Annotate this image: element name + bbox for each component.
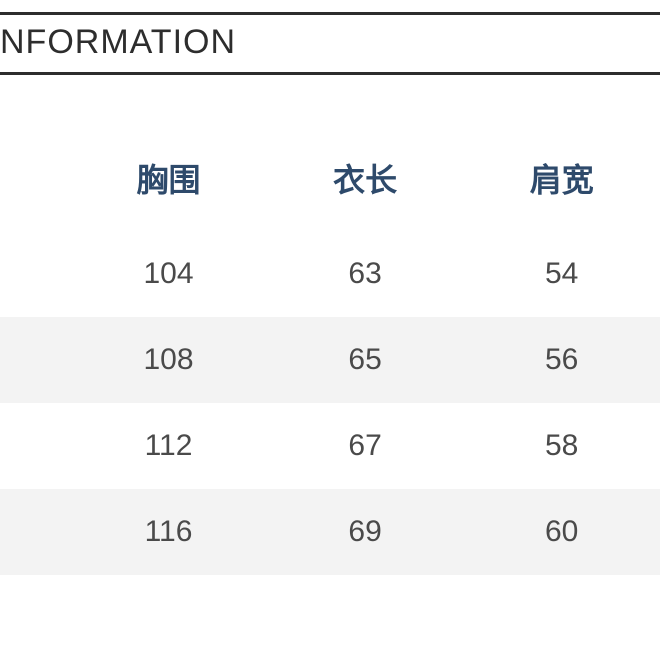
table-cell: 67 [267, 403, 464, 489]
table-cell: 63 [267, 231, 464, 317]
table-header-chest: 胸围 [70, 135, 267, 231]
table-cell: 65 [267, 317, 464, 403]
table-cell-spacer [0, 231, 70, 317]
table-cell: 69 [267, 489, 464, 575]
table-header-row: 胸围 衣长 肩宽 [0, 135, 660, 231]
table-header-shoulder: 肩宽 [463, 135, 660, 231]
header-section: NFORMATION [0, 0, 660, 75]
table-cell-spacer [0, 317, 70, 403]
table-cell: 56 [463, 317, 660, 403]
table-cell: 60 [463, 489, 660, 575]
table-cell: 104 [70, 231, 267, 317]
table-row: 104 63 54 [0, 231, 660, 317]
table-row: 112 67 58 [0, 403, 660, 489]
table-row: 116 69 60 [0, 489, 660, 575]
size-table-wrap: 胸围 衣长 肩宽 104 63 54 108 65 56 112 67 [0, 135, 660, 575]
table-header-spacer [0, 135, 70, 231]
bottom-rule [0, 72, 660, 75]
top-rule [0, 12, 660, 15]
page-title: NFORMATION [0, 23, 660, 72]
table-cell: 112 [70, 403, 267, 489]
table-row: 108 65 56 [0, 317, 660, 403]
table-cell-spacer [0, 489, 70, 575]
table-cell: 116 [70, 489, 267, 575]
table-cell: 58 [463, 403, 660, 489]
table-cell: 54 [463, 231, 660, 317]
table-header-length: 衣长 [267, 135, 464, 231]
size-table: 胸围 衣长 肩宽 104 63 54 108 65 56 112 67 [0, 135, 660, 575]
table-cell-spacer [0, 403, 70, 489]
table-cell: 108 [70, 317, 267, 403]
